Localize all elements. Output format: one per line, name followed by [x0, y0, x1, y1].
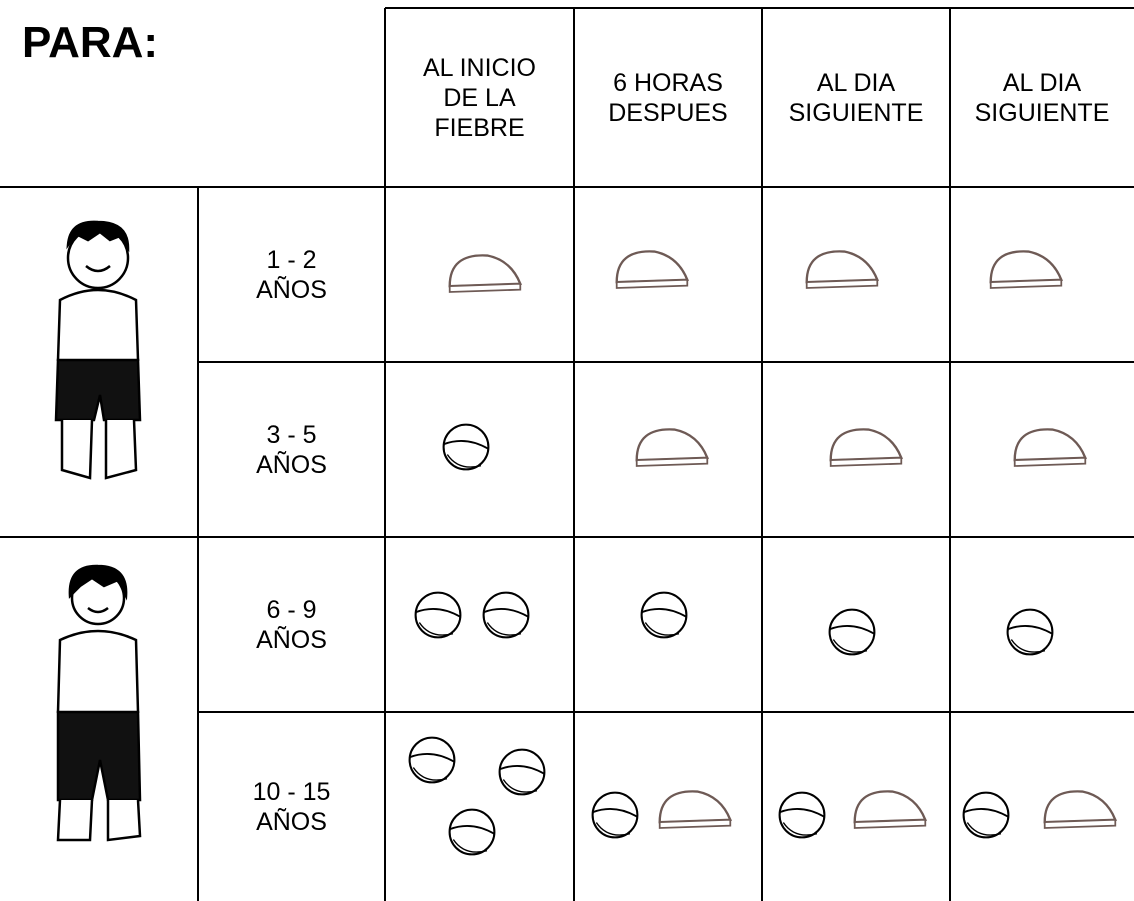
column-header: AL INICIO DE LA FIEBRE	[385, 8, 574, 187]
text-line: AÑOS	[256, 275, 327, 304]
column-header: AL DIA SIGUIENTE	[762, 8, 950, 187]
child-large	[56, 564, 142, 842]
text-line: 10 - 15	[252, 777, 331, 806]
tablet	[1013, 428, 1087, 468]
text-line: 1 - 2	[266, 245, 317, 274]
tablet	[498, 748, 546, 796]
age-label: 6 - 9 AÑOS	[198, 537, 385, 712]
tablet	[591, 791, 639, 839]
text-line: AL DIA	[1002, 68, 1082, 97]
text-line: SIGUIENTE	[974, 98, 1110, 127]
text-line: AL DIA	[816, 68, 896, 97]
tablet	[448, 254, 522, 294]
text-line: AL INICIO	[423, 53, 536, 82]
age-label: 3 - 5 AÑOS	[198, 362, 385, 537]
tablet	[1006, 608, 1054, 656]
text-line: AÑOS	[256, 807, 327, 836]
text-line: DE LA	[443, 83, 516, 112]
text-line: FIEBRE	[434, 113, 525, 142]
tablet	[829, 428, 903, 468]
tablet	[962, 791, 1010, 839]
tablet	[615, 250, 689, 290]
tablet	[482, 591, 530, 639]
tablet	[442, 423, 490, 471]
child-small	[54, 220, 142, 480]
tablet	[408, 736, 456, 784]
tablet	[658, 790, 732, 830]
tablet	[448, 808, 496, 856]
tablet	[640, 591, 688, 639]
tablet	[853, 790, 927, 830]
text-line: SIGUIENTE	[788, 98, 924, 127]
age-label: 10 - 15 AÑOS	[198, 712, 385, 901]
text-line: 6 HORAS	[613, 68, 723, 97]
tablet	[805, 250, 879, 290]
tablet	[989, 250, 1063, 290]
tablet	[828, 608, 876, 656]
title: PARA:	[22, 18, 159, 67]
tablet	[778, 791, 826, 839]
text-line: 3 - 5	[266, 420, 317, 449]
age-label: 1 - 2 AÑOS	[198, 187, 385, 362]
text-line: AÑOS	[256, 625, 327, 654]
tablet	[414, 591, 462, 639]
column-header: 6 HORAS DESPUES	[574, 8, 762, 187]
text-line: AÑOS	[256, 450, 327, 479]
tablet	[1043, 790, 1117, 830]
text-line: 6 - 9	[266, 595, 317, 624]
tablet	[635, 428, 709, 468]
column-header: AL DIA SIGUIENTE	[950, 8, 1134, 187]
text-line: DESPUES	[608, 98, 728, 127]
